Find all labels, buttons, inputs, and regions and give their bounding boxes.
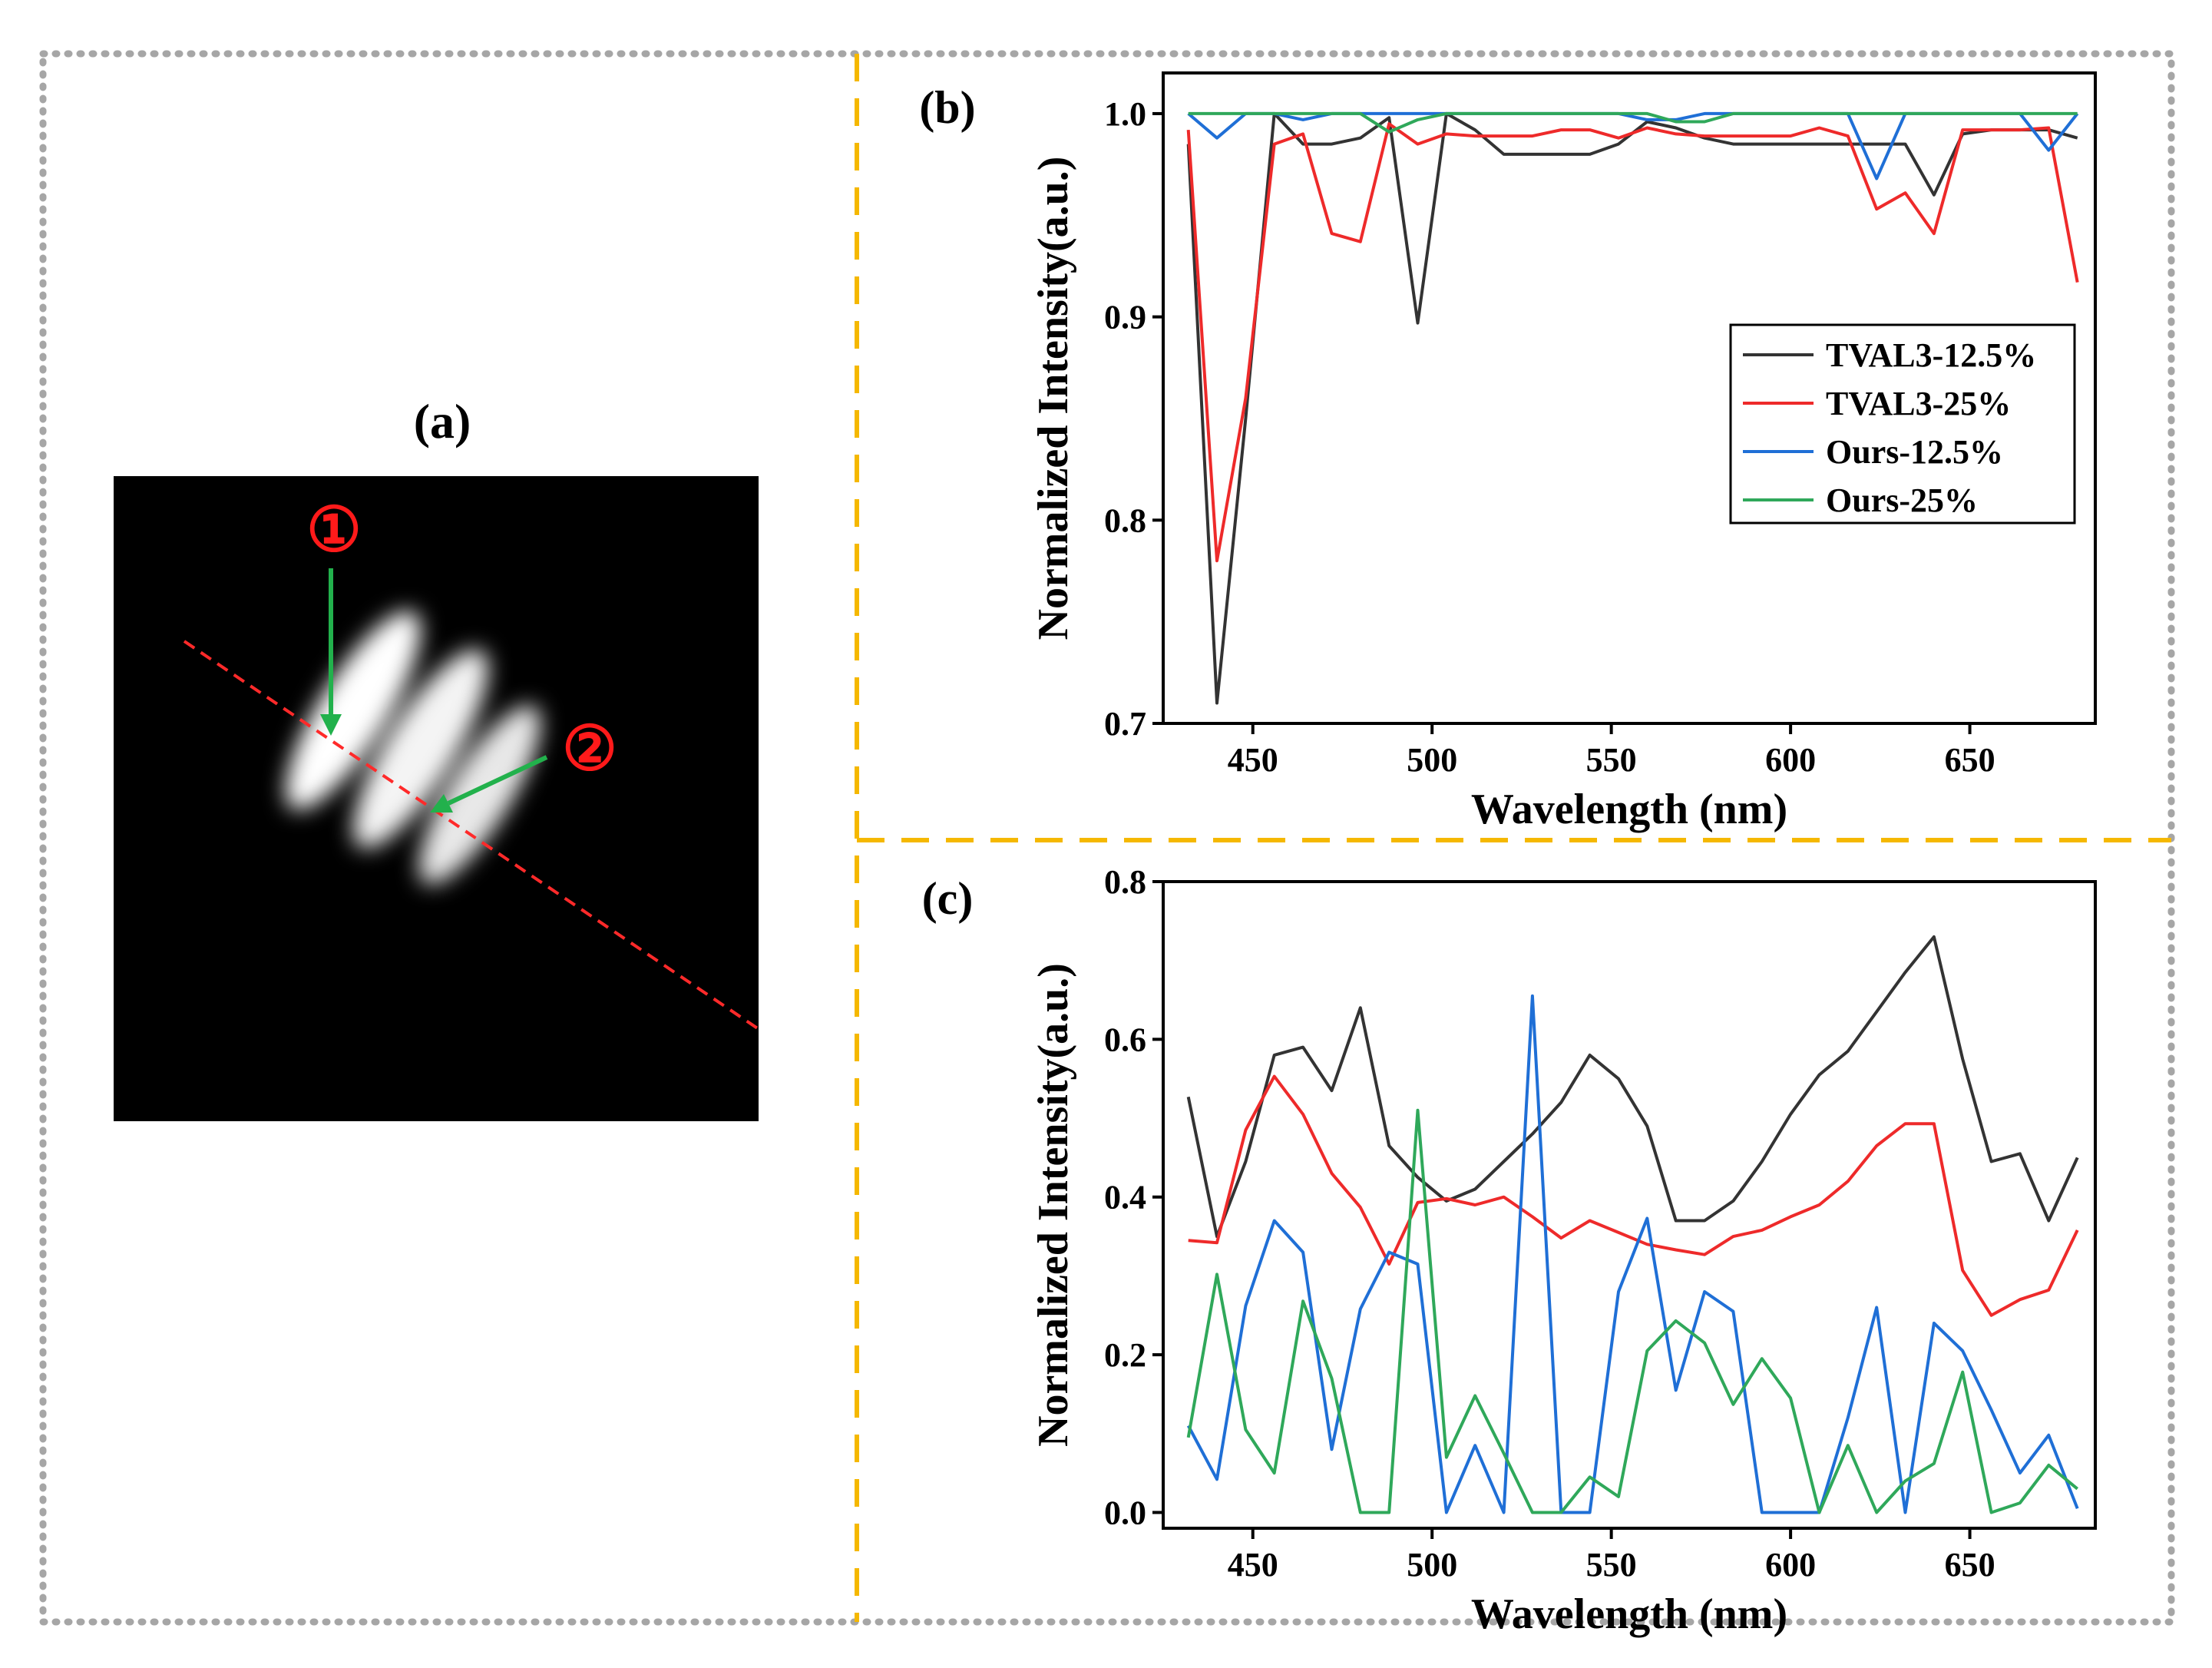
c-x-tick-label: 600 <box>1765 1546 1816 1584</box>
c-series-line-4 <box>1186 1108 2078 1514</box>
arrow-1-head <box>320 714 342 736</box>
b-y-tick-label: 1.0 <box>1104 95 1146 133</box>
b-legend-label-3: Ours-12.5% <box>1826 433 2003 471</box>
bright-stripe-1 <box>286 611 421 810</box>
panel-b-label: (b) <box>919 82 975 133</box>
c-y-tick-label: 0.8 <box>1104 863 1146 901</box>
c-x-tick-label: 500 <box>1407 1546 1457 1584</box>
b-y-tick-label: 0.7 <box>1104 705 1146 743</box>
b-y-axis-title: Normalized Intensity(a.u.) <box>1030 157 1077 640</box>
c-x-tick-label: 550 <box>1586 1546 1637 1584</box>
panel-a: (a) ① ② <box>114 394 759 1121</box>
c-series-line-3 <box>1186 994 2079 1514</box>
b-y-tick-label: 0.9 <box>1104 299 1146 336</box>
b-series-line-4 <box>1188 111 2078 134</box>
c-y-axis-title: Normalized Intensity(a.u.) <box>1030 963 1077 1447</box>
b-x-tick-label: 600 <box>1765 741 1816 779</box>
panel-b-chart: (b) 450 500 550 600 650 0.7 0.8 0.9 1.0 Wavelengt… <box>919 71 2097 833</box>
b-x-tick-label: 500 <box>1407 741 1457 779</box>
c-y-tick-label: 0.0 <box>1104 1494 1146 1531</box>
marker-2: ② <box>562 716 617 783</box>
profile-line <box>183 640 759 1031</box>
c-y-tick-label: 0.4 <box>1104 1179 1146 1216</box>
b-x-tick-label: 650 <box>1945 741 1995 779</box>
spectral-image <box>114 476 759 1121</box>
c-series-line-1 <box>1186 935 2079 1239</box>
b-x-axis-title: Wavelength (nm) <box>1471 786 1787 833</box>
marker-1: ① <box>306 497 362 564</box>
panel-c-chart: (c) 450 500 550 600 650 0.0 0.2 0.4 0.6 0.8 Wavele… <box>922 863 2097 1638</box>
stripe-pattern <box>183 611 759 1031</box>
c-x-tick-label: 650 <box>1945 1546 1995 1584</box>
b-series-line-3 <box>1187 111 2079 180</box>
arrow-2-head <box>430 794 453 812</box>
b-legend-box <box>1729 323 2076 525</box>
c-y-tick-label: 0.6 <box>1104 1021 1146 1058</box>
panel-c-label: (c) <box>922 873 974 924</box>
b-legend-label-1: TVAL3-12.5% <box>1826 336 2036 374</box>
b-y-tick-label: 0.8 <box>1104 501 1146 539</box>
b-plot-frame <box>1162 71 2097 725</box>
bright-stripe-3 <box>418 705 541 885</box>
b-x-tick-label: 450 <box>1228 741 1278 779</box>
c-x-tick-label: 450 <box>1228 1546 1278 1584</box>
b-series-line-2 <box>1186 122 2079 563</box>
c-x-axis-title: Wavelength (nm) <box>1471 1590 1787 1638</box>
b-legend: TVAL3-12.5% TVAL3-25% Ours-12.5% Ours-25% <box>1729 323 2076 525</box>
b-x-tick-label: 550 <box>1586 741 1637 779</box>
c-series-line-2 <box>1188 1074 2079 1317</box>
c-plot-frame <box>1162 880 2097 1530</box>
b-legend-label-2: TVAL3-25% <box>1826 385 2011 422</box>
arrow-2 <box>447 755 548 806</box>
panel-a-label: (a) <box>414 394 471 448</box>
bright-stripe-2 <box>353 649 488 849</box>
b-legend-label-4: Ours-25% <box>1826 482 1978 519</box>
c-y-tick-label: 0.2 <box>1104 1336 1146 1374</box>
